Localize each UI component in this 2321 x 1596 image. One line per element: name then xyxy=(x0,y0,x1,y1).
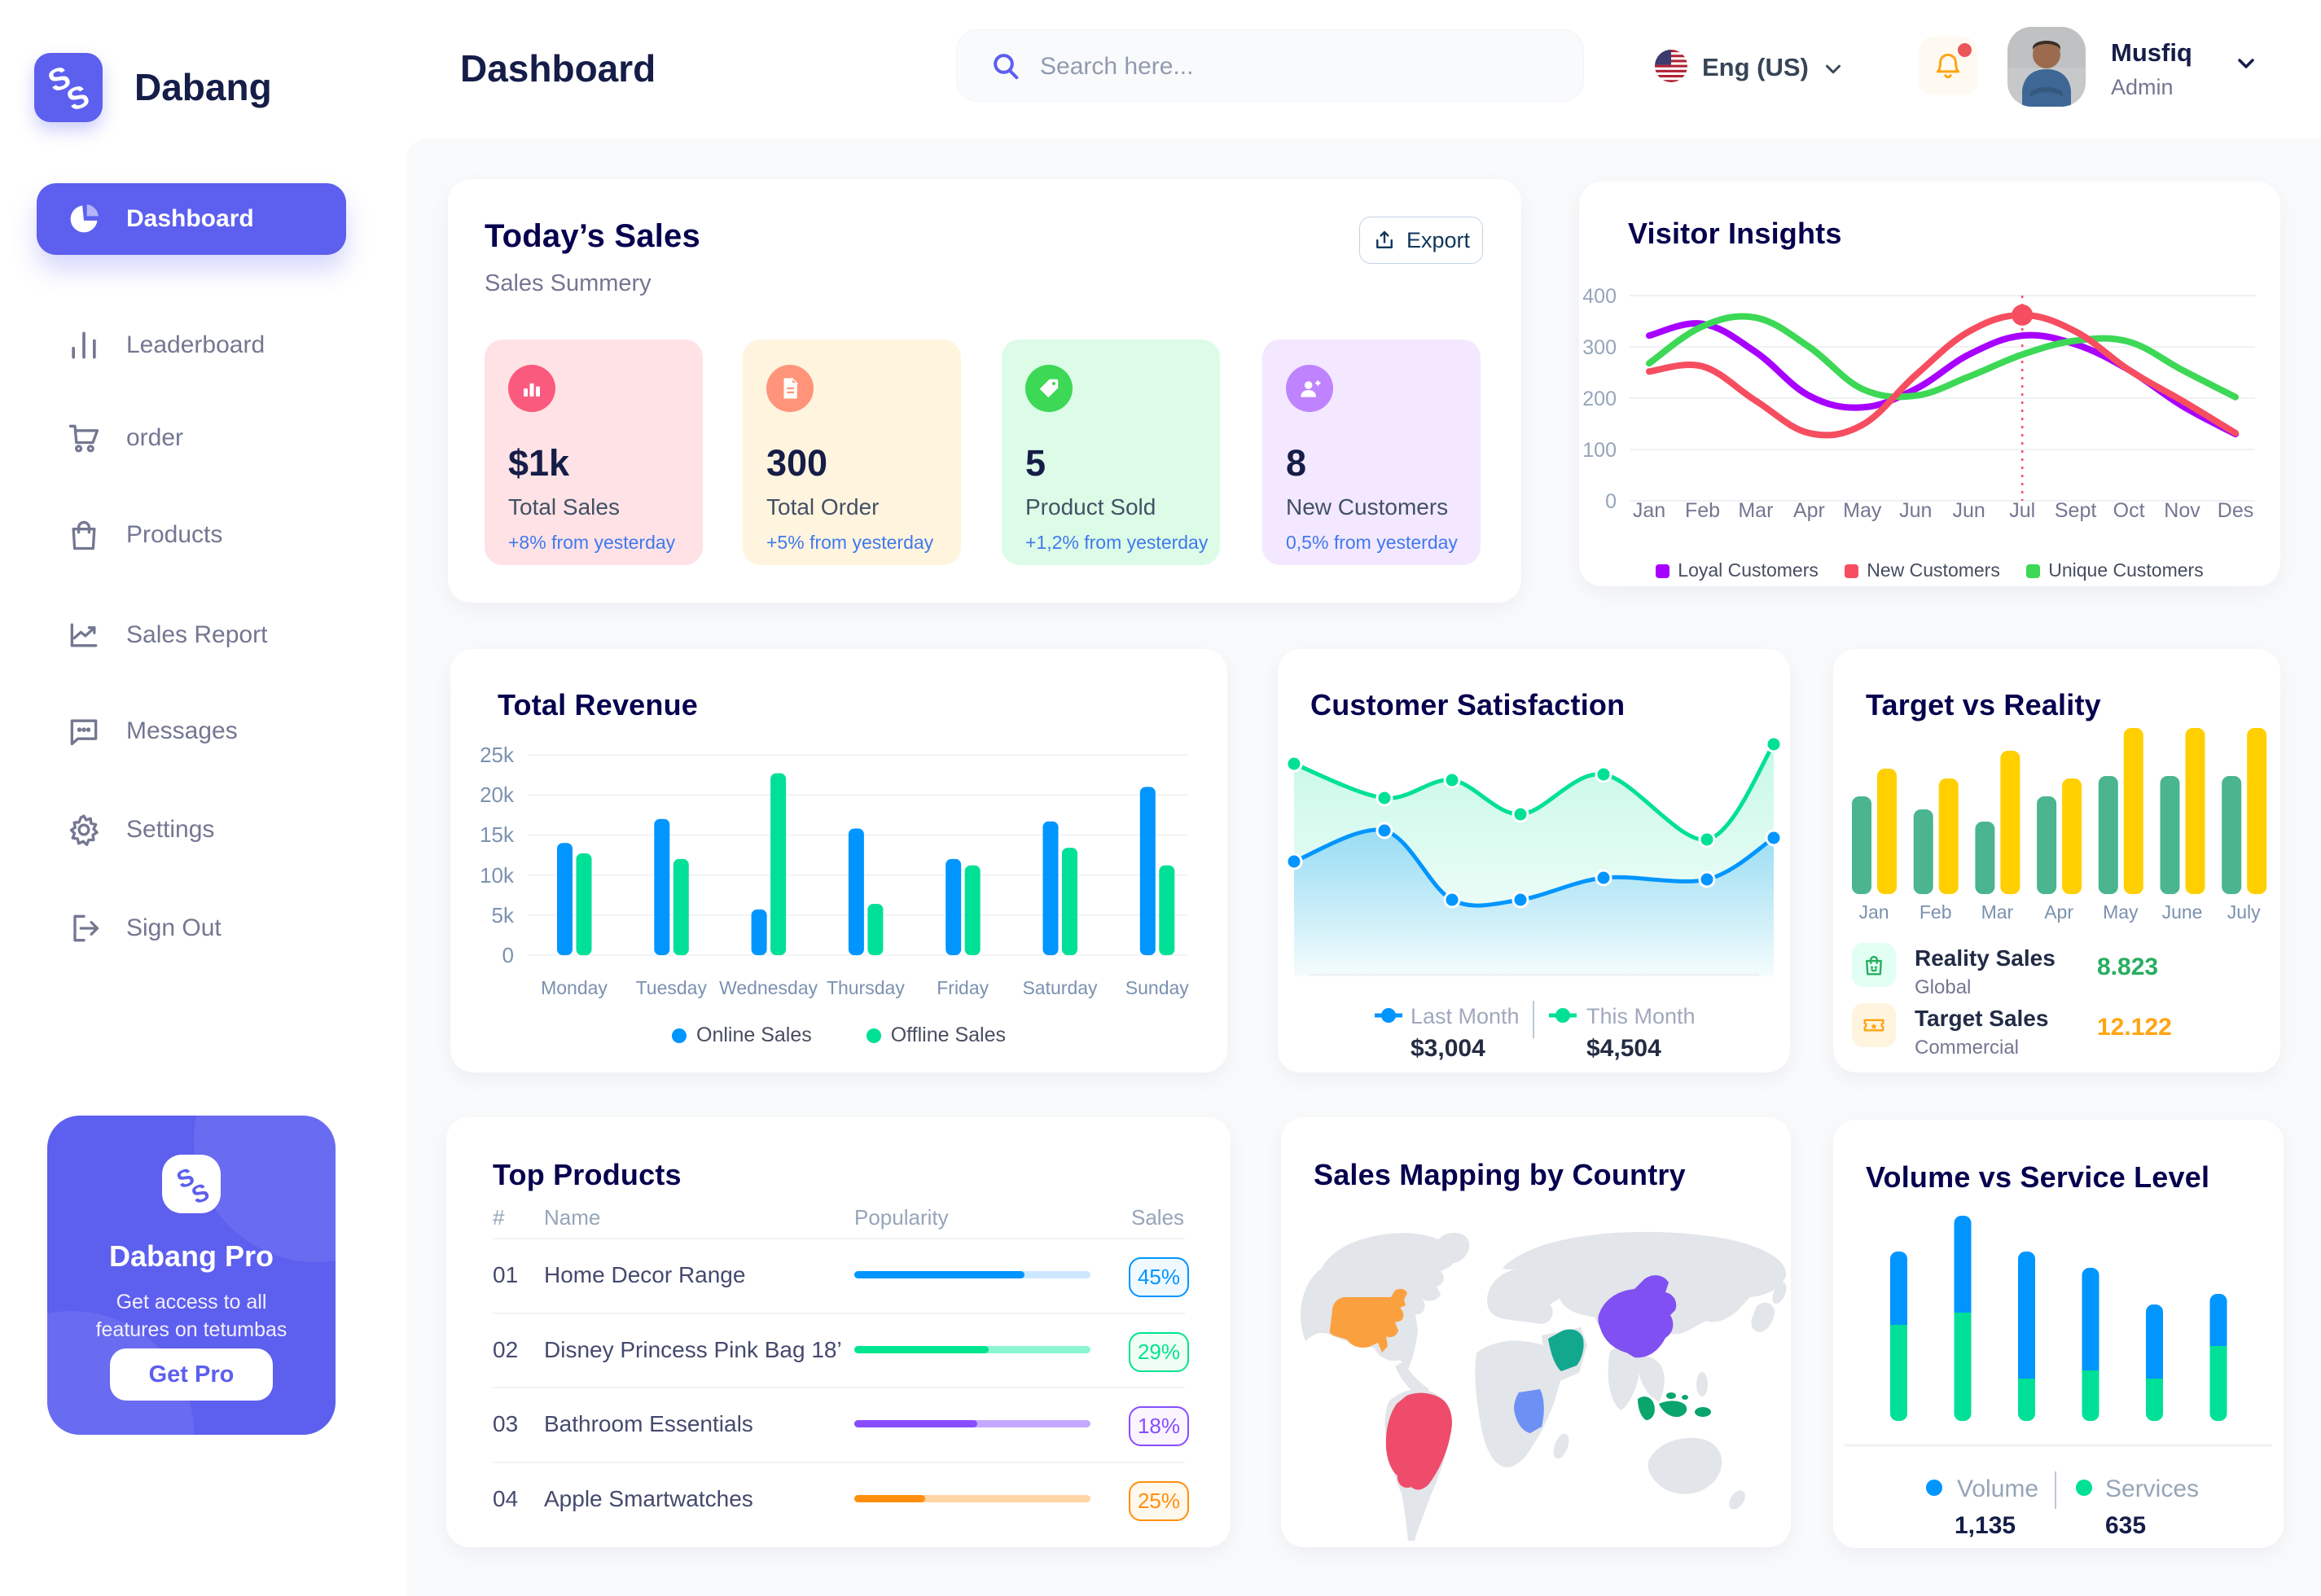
svg-text:Oct: Oct xyxy=(2113,499,2145,522)
svg-text:Nov: Nov xyxy=(2164,499,2200,522)
svg-text:Sunday: Sunday xyxy=(1125,977,1190,998)
svg-text:5k: 5k xyxy=(492,903,515,927)
svg-text:Jan: Jan xyxy=(1633,499,1665,522)
svg-text:Jun: Jun xyxy=(1899,499,1932,522)
svg-text:200: 200 xyxy=(1582,388,1617,410)
svg-text:Apr: Apr xyxy=(1793,499,1825,522)
svg-text:June: June xyxy=(2162,901,2203,923)
svg-text:15k: 15k xyxy=(480,822,515,847)
svg-text:Services: Services xyxy=(2105,1475,2199,1502)
svg-text:May: May xyxy=(2103,901,2139,923)
svg-text:Apr: Apr xyxy=(2044,901,2073,923)
svg-text:Feb: Feb xyxy=(1685,499,1720,522)
svg-text:Jul: Jul xyxy=(2009,499,2035,522)
svg-text:Mar: Mar xyxy=(1738,499,1773,522)
svg-text:Wednesday: Wednesday xyxy=(719,977,818,998)
svg-text:Mar: Mar xyxy=(1981,901,2014,923)
svg-text:0: 0 xyxy=(1605,490,1617,513)
svg-text:Sept: Sept xyxy=(2055,499,2096,522)
svg-text:Des: Des xyxy=(2218,499,2253,522)
svg-text:S: S xyxy=(188,1178,213,1209)
svg-text:1,135: 1,135 xyxy=(1955,1512,2016,1539)
svg-text:Thursday: Thursday xyxy=(827,977,905,998)
svg-text:20k: 20k xyxy=(480,783,515,807)
svg-text:Jan: Jan xyxy=(1858,901,1889,923)
svg-text:May: May xyxy=(1843,499,1882,522)
svg-text:10k: 10k xyxy=(480,863,515,888)
svg-text:300: 300 xyxy=(1582,336,1617,359)
svg-text:Saturday: Saturday xyxy=(1022,977,1098,998)
svg-text:S: S xyxy=(62,79,94,118)
svg-text:635: 635 xyxy=(2105,1512,2146,1539)
svg-text:Friday: Friday xyxy=(937,977,989,998)
svg-text:Volume: Volume xyxy=(1957,1475,2038,1502)
svg-text:100: 100 xyxy=(1582,439,1617,462)
svg-text:Monday: Monday xyxy=(541,977,608,998)
svg-text:Jun: Jun xyxy=(1953,499,1985,522)
svg-text:25k: 25k xyxy=(480,743,515,767)
svg-text:July: July xyxy=(2227,901,2261,923)
svg-text:Feb: Feb xyxy=(1920,901,1952,923)
svg-text:400: 400 xyxy=(1582,285,1617,308)
svg-text:Tuesday: Tuesday xyxy=(636,977,708,998)
svg-text:0: 0 xyxy=(502,943,514,967)
